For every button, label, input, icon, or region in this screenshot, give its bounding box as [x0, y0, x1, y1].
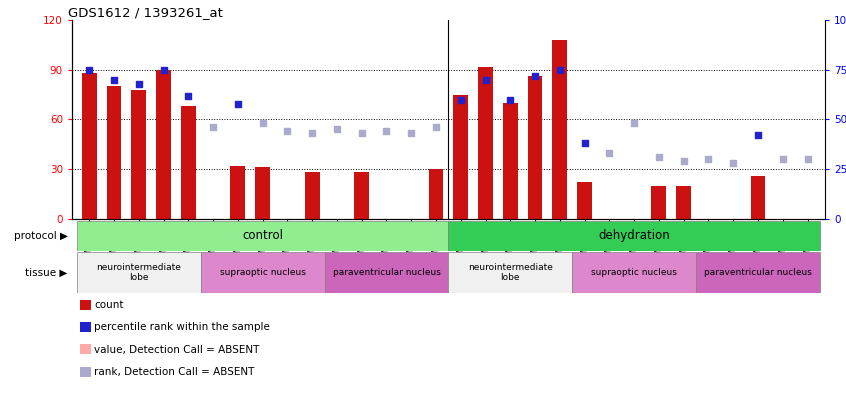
Point [701, 156, 715, 162]
Bar [354, 173, 369, 219]
Bar [676, 185, 691, 219]
Text: neurointermediate
lobe: neurointermediate lobe [468, 263, 552, 282]
Text: protocol ▶: protocol ▶ [14, 231, 68, 241]
Point [206, 124, 220, 131]
Bar [181, 106, 195, 219]
Bar [157, 70, 171, 219]
Point [652, 154, 666, 160]
Text: count: count [94, 300, 124, 310]
Point [677, 158, 690, 164]
Point [82, 67, 96, 73]
Bar [230, 166, 245, 219]
Point [355, 130, 369, 136]
Text: supraoptic nucleus: supraoptic nucleus [591, 268, 677, 277]
Bar [77, 252, 201, 293]
Text: dehydration: dehydration [598, 229, 670, 243]
Bar [107, 86, 122, 219]
Bar [448, 221, 820, 251]
Bar [131, 90, 146, 219]
Point [727, 160, 740, 166]
Bar [696, 252, 820, 293]
Point [157, 67, 170, 73]
Text: control: control [242, 229, 283, 243]
Text: paraventricular nucleus: paraventricular nucleus [704, 268, 812, 277]
Point [553, 67, 567, 73]
Bar [201, 252, 325, 293]
Point [528, 72, 541, 79]
Bar [305, 173, 320, 219]
Point [231, 100, 244, 107]
Point [404, 130, 418, 136]
Bar [552, 40, 568, 219]
Point [330, 126, 343, 133]
Bar [453, 95, 468, 219]
Bar [448, 252, 572, 293]
Bar [255, 167, 270, 219]
Text: GDS1612 / 1393261_at: GDS1612 / 1393261_at [69, 6, 223, 19]
Bar [77, 221, 448, 251]
Bar [82, 73, 96, 219]
Bar [429, 169, 443, 219]
Point [281, 128, 294, 134]
Bar [750, 176, 766, 219]
Point [628, 120, 641, 127]
Bar [528, 77, 542, 219]
Bar [478, 66, 493, 219]
Point [479, 77, 492, 83]
Point [801, 156, 815, 162]
Point [503, 96, 517, 103]
Text: paraventricular nucleus: paraventricular nucleus [332, 268, 441, 277]
Bar [503, 103, 518, 219]
Point [454, 96, 468, 103]
Text: value, Detection Call = ABSENT: value, Detection Call = ABSENT [94, 345, 259, 354]
Point [132, 81, 146, 87]
Point [182, 92, 195, 99]
Point [751, 132, 765, 139]
Point [776, 156, 789, 162]
Text: percentile rank within the sample: percentile rank within the sample [94, 322, 270, 332]
Point [107, 77, 121, 83]
Text: supraoptic nucleus: supraoptic nucleus [220, 268, 305, 277]
Bar [577, 182, 592, 219]
Bar [572, 252, 696, 293]
Point [578, 140, 591, 147]
Text: tissue ▶: tissue ▶ [25, 268, 68, 277]
Point [305, 130, 319, 136]
Text: rank, Detection Call = ABSENT: rank, Detection Call = ABSENT [94, 367, 255, 377]
Point [380, 128, 393, 134]
Bar [651, 185, 667, 219]
Point [602, 150, 616, 156]
Point [429, 124, 442, 131]
Text: neurointermediate
lobe: neurointermediate lobe [96, 263, 181, 282]
Bar [325, 252, 448, 293]
Point [255, 120, 269, 127]
